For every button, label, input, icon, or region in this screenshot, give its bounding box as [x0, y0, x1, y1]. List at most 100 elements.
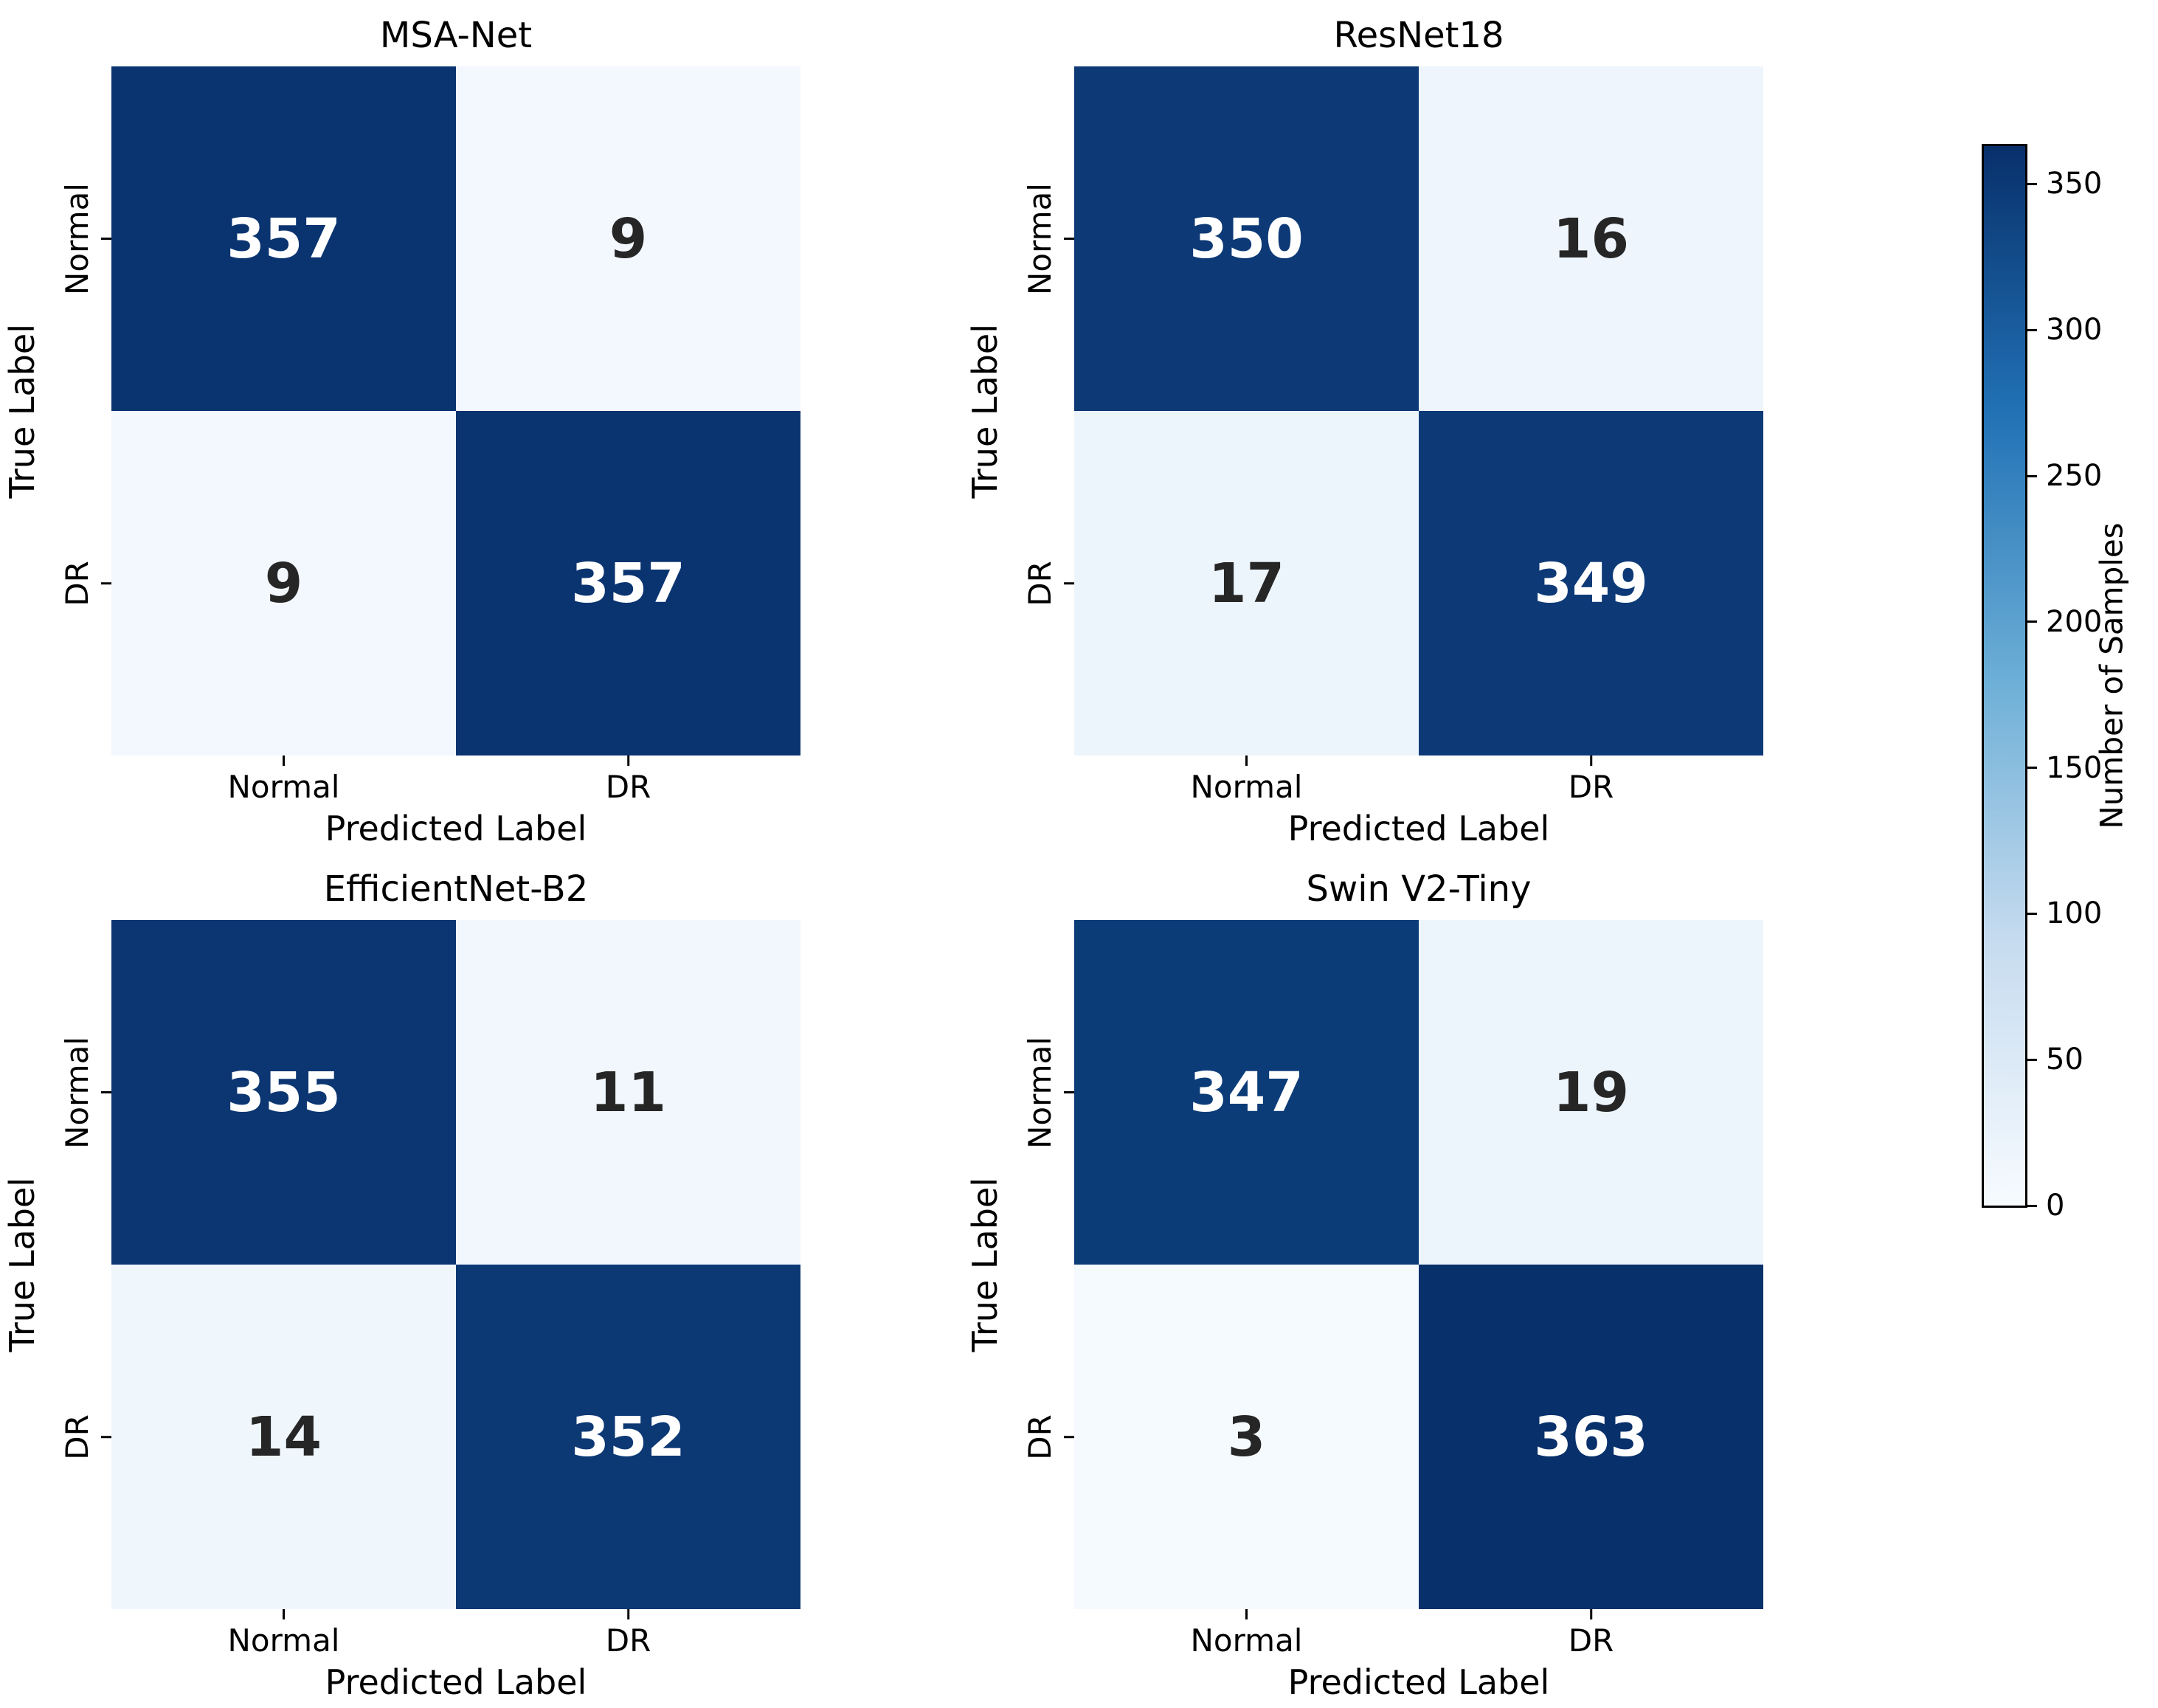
- tick-mark: [2025, 912, 2037, 915]
- y-tick-label: DR: [1022, 1414, 1058, 1460]
- x-tick-label: DR: [605, 769, 651, 805]
- heatmap-cell: 9: [456, 66, 800, 411]
- x-tick-label: Normal: [1190, 769, 1303, 805]
- heatmap-cell: 347: [1074, 920, 1419, 1265]
- x-tick: Normal: [1190, 756, 1303, 805]
- tick-mark: [627, 756, 629, 766]
- colorbar-tick: 50: [2025, 1043, 2083, 1076]
- heatmap-cell: 14: [111, 1265, 456, 1609]
- colorbar-tick: 250: [2025, 459, 2102, 493]
- x-axis-ticks: Normal DR: [111, 756, 800, 809]
- heatmap-cell: 352: [456, 1265, 800, 1609]
- x-axis-label: Predicted Label: [1287, 1662, 1550, 1702]
- subplot-resnet18: ResNet18 True Label Normal DR 350 16 17 …: [963, 0, 1926, 854]
- tick-mark: [1064, 1091, 1074, 1093]
- tick-mark: [2025, 1204, 2037, 1207]
- colorbar-tick-label: 300: [2046, 313, 2103, 348]
- subplot-msa-net: MSA-Net True Label Normal DR 357 9 9 357: [0, 0, 963, 854]
- subplot-title: EfficientNet-B2: [323, 868, 589, 910]
- tick-mark: [1245, 756, 1248, 766]
- x-tick-label: DR: [605, 1622, 651, 1659]
- x-tick-label: DR: [1568, 1622, 1614, 1659]
- heatmap-cell: 349: [1419, 411, 1763, 756]
- heatmap-cell: 363: [1419, 1265, 1763, 1609]
- y-axis-ticks: Normal DR: [44, 66, 111, 756]
- x-tick: DR: [606, 756, 651, 805]
- colorbar-tick: 350: [2025, 167, 2102, 201]
- y-axis-label-container: True Label: [963, 920, 1007, 1609]
- heatmap-cell: 11: [456, 920, 800, 1265]
- colorbar-gradient: 350 300 250 200 150 100: [1982, 144, 2102, 1223]
- heatmap-cell: 17: [1074, 411, 1419, 756]
- subplot-title: ResNet18: [1333, 15, 1504, 56]
- y-tick-label: DR: [1022, 560, 1058, 606]
- tick-mark: [101, 1091, 111, 1093]
- x-tick: DR: [1569, 756, 1614, 805]
- x-axis-ticks: Normal DR: [111, 1609, 800, 1662]
- x-axis-ticks: Normal DR: [1074, 1609, 1763, 1662]
- tick-mark: [2025, 620, 2037, 623]
- x-axis-ticks: Normal DR: [1074, 756, 1763, 809]
- colorbar-area: 350 300 250 200 150 100: [1926, 0, 2158, 1708]
- plot-area: True Label Normal DR 355 11 14 352: [0, 920, 963, 1609]
- heatmap: 357 9 9 357: [111, 66, 800, 756]
- y-axis-ticks: Normal DR: [1007, 920, 1074, 1609]
- plot-area: True Label Normal DR 350 16 17 349: [963, 66, 1926, 756]
- colorbar-tick-label: 0: [2046, 1189, 2065, 1223]
- y-tick-label: Normal: [1022, 182, 1058, 295]
- y-axis-label: True Label: [2, 323, 42, 499]
- colorbar-tick: 200: [2025, 605, 2102, 639]
- tick-mark: [283, 1609, 285, 1619]
- x-axis-label: Predicted Label: [325, 1662, 587, 1702]
- y-axis-label: True Label: [2, 1177, 42, 1352]
- heatmap-cell: 3: [1074, 1265, 1419, 1609]
- colorbar-tick: 0: [2025, 1189, 2064, 1223]
- tick-mark: [627, 1609, 629, 1619]
- tick-mark: [1245, 1609, 1248, 1619]
- tick-mark: [101, 582, 111, 584]
- y-axis-label: True Label: [965, 323, 1005, 499]
- y-tick: Normal: [1022, 182, 1074, 295]
- tick-mark: [283, 756, 285, 766]
- tick-mark: [2025, 474, 2037, 477]
- y-axis-label: True Label: [965, 1177, 1005, 1352]
- colorbar-tick-label: 350: [2046, 167, 2103, 201]
- colorbar-tick: 150: [2025, 751, 2102, 785]
- tick-mark: [1064, 582, 1074, 584]
- tick-mark: [2025, 767, 2037, 770]
- tick-mark: [1590, 1609, 1592, 1619]
- tick-mark: [101, 238, 111, 240]
- subplot-efficientnet-b2: EfficientNet-B2 True Label Normal DR 355…: [0, 854, 963, 1708]
- colorbar-tick-label: 150: [2046, 750, 2103, 785]
- heatmap-cell: 9: [111, 411, 456, 756]
- tick-mark: [2025, 182, 2037, 185]
- x-tick: Normal: [1191, 1609, 1302, 1659]
- y-tick-label: Normal: [1022, 1036, 1058, 1149]
- y-axis-ticks: Normal DR: [44, 920, 111, 1609]
- y-tick: Normal: [1022, 1036, 1074, 1149]
- heatmap: 350 16 17 349: [1074, 66, 1763, 756]
- tick-mark: [2025, 1058, 2037, 1061]
- heatmap-cell: 357: [456, 411, 800, 756]
- subplot-swin-v2-tiny: Swin V2-Tiny True Label Normal DR 347 19…: [963, 854, 1926, 1708]
- heatmap-cell: 19: [1419, 920, 1763, 1265]
- colorbar-tick-label: 50: [2046, 1043, 2083, 1077]
- x-tick-label: Normal: [227, 769, 340, 805]
- x-tick: Normal: [228, 1609, 339, 1659]
- plot-area: True Label Normal DR 357 9 9 357: [0, 66, 963, 756]
- x-tick: DR: [606, 1609, 651, 1659]
- heatmap-cell: 357: [111, 66, 456, 411]
- tick-mark: [1064, 238, 1074, 240]
- subplot-title: Swin V2-Tiny: [1306, 868, 1532, 910]
- colorbar-tick: 300: [2025, 313, 2102, 347]
- y-tick: DR: [59, 1414, 111, 1459]
- tick-mark: [2025, 328, 2037, 331]
- colorbar-tick-label: 250: [2046, 459, 2103, 494]
- colorbar-label: Number of Samples: [2093, 522, 2130, 829]
- heatmap-cell: 16: [1419, 66, 1763, 411]
- y-axis-label-container: True Label: [0, 920, 44, 1609]
- x-tick-label: DR: [1568, 769, 1614, 805]
- x-tick: DR: [1569, 1609, 1614, 1659]
- subplot-title: MSA-Net: [379, 15, 533, 56]
- heatmap: 355 11 14 352: [111, 920, 800, 1609]
